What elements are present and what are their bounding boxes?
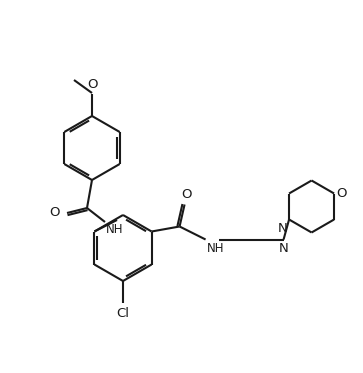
Text: O: O — [336, 187, 347, 200]
Text: NH: NH — [106, 223, 123, 236]
Text: Cl: Cl — [117, 307, 130, 320]
Text: NH: NH — [207, 241, 224, 254]
Text: N: N — [277, 223, 287, 235]
Text: N: N — [279, 241, 289, 254]
Text: O: O — [182, 188, 192, 201]
Text: O: O — [49, 207, 60, 219]
Text: O: O — [87, 78, 97, 91]
